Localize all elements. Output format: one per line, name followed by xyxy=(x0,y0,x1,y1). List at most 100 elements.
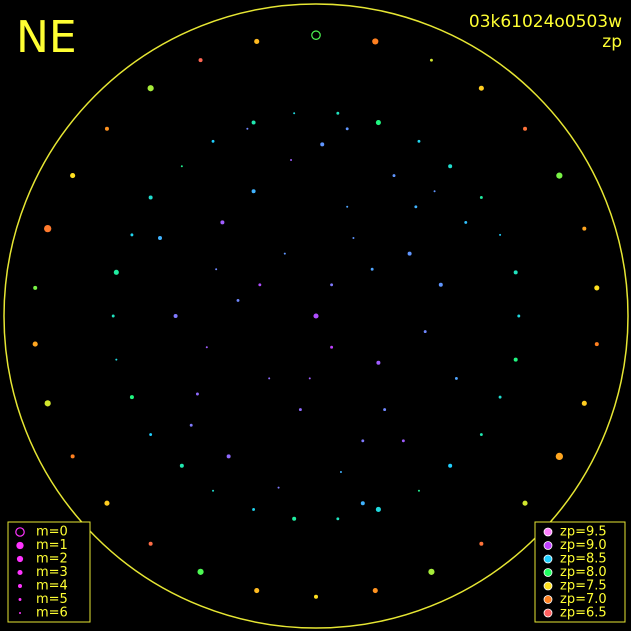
star xyxy=(454,376,458,380)
star xyxy=(252,507,256,511)
star xyxy=(298,408,302,412)
size-legend-marker xyxy=(18,598,22,601)
size-legend-marker xyxy=(15,527,25,537)
color-legend-marker xyxy=(543,527,553,537)
star xyxy=(346,205,349,208)
star xyxy=(330,283,334,287)
star xyxy=(401,439,405,443)
star xyxy=(212,489,215,492)
star xyxy=(70,454,75,459)
star xyxy=(44,400,51,407)
star xyxy=(44,224,52,233)
size-legend-marker xyxy=(16,555,24,563)
star xyxy=(375,120,381,126)
star xyxy=(205,346,208,349)
star xyxy=(336,517,340,521)
star xyxy=(423,330,427,334)
star xyxy=(499,233,502,236)
star xyxy=(582,226,587,231)
color-legend-label: zp=6.5 xyxy=(560,606,607,621)
star xyxy=(414,205,418,209)
chart-subtitle: zp xyxy=(602,32,622,52)
star xyxy=(513,270,518,275)
star xyxy=(383,408,387,412)
star xyxy=(254,588,260,594)
star xyxy=(594,342,599,347)
star xyxy=(517,314,521,318)
star xyxy=(292,516,297,521)
star xyxy=(283,252,286,255)
star xyxy=(345,127,349,131)
size-legend-label: m=1 xyxy=(36,538,68,553)
size-legend-label: m=5 xyxy=(36,592,68,607)
star xyxy=(313,313,319,319)
star xyxy=(392,174,396,178)
star xyxy=(251,120,256,125)
star xyxy=(375,506,381,512)
star xyxy=(330,345,334,349)
star xyxy=(104,500,110,506)
star xyxy=(479,433,483,437)
star xyxy=(113,269,119,275)
star xyxy=(211,139,215,143)
star xyxy=(370,267,374,271)
star xyxy=(173,314,178,318)
star xyxy=(33,285,38,290)
star xyxy=(293,112,296,115)
star xyxy=(197,568,204,575)
star xyxy=(417,139,421,143)
color-legend-marker xyxy=(543,608,553,618)
star xyxy=(308,377,311,380)
star xyxy=(70,173,76,179)
star xyxy=(226,454,231,459)
star xyxy=(148,195,153,200)
star xyxy=(236,298,240,302)
star xyxy=(594,285,600,291)
star xyxy=(448,164,453,169)
star xyxy=(158,236,162,240)
star xyxy=(268,377,271,380)
star xyxy=(129,395,134,400)
star xyxy=(555,452,564,461)
star xyxy=(361,439,365,443)
color-legend-label: zp=9.5 xyxy=(560,525,607,540)
color-legend-marker xyxy=(543,568,553,577)
star xyxy=(149,433,153,437)
star xyxy=(522,500,528,506)
star xyxy=(246,127,249,130)
color-legend-marker xyxy=(543,554,553,564)
star xyxy=(130,233,134,237)
star xyxy=(372,588,378,594)
star xyxy=(498,395,502,399)
star xyxy=(372,38,379,45)
star xyxy=(448,463,453,468)
horizon-circle xyxy=(3,3,629,629)
star xyxy=(277,486,280,489)
color-legend-label: zp=7.5 xyxy=(560,579,607,594)
star xyxy=(148,541,153,546)
color-legend-marker xyxy=(543,595,553,604)
star xyxy=(215,268,218,271)
star xyxy=(147,85,154,92)
star xyxy=(433,190,436,193)
size-legend-label: m=3 xyxy=(36,565,68,580)
star xyxy=(376,360,381,365)
star xyxy=(479,195,483,199)
star xyxy=(290,159,293,161)
star xyxy=(478,85,484,91)
direction-label: NE xyxy=(16,12,77,63)
size-legend-label: m=2 xyxy=(36,552,68,567)
star xyxy=(581,400,587,406)
star xyxy=(180,165,183,168)
star xyxy=(195,392,199,396)
color-legend-marker xyxy=(543,581,553,591)
star xyxy=(320,142,325,147)
star xyxy=(417,489,420,492)
star xyxy=(115,358,118,361)
size-legend-label: m=0 xyxy=(36,525,68,540)
star xyxy=(360,501,365,506)
color-legend-marker xyxy=(543,541,553,550)
size-legend-marker xyxy=(18,584,22,588)
star xyxy=(251,189,256,194)
color-legend-label: zp=8.5 xyxy=(560,552,607,567)
